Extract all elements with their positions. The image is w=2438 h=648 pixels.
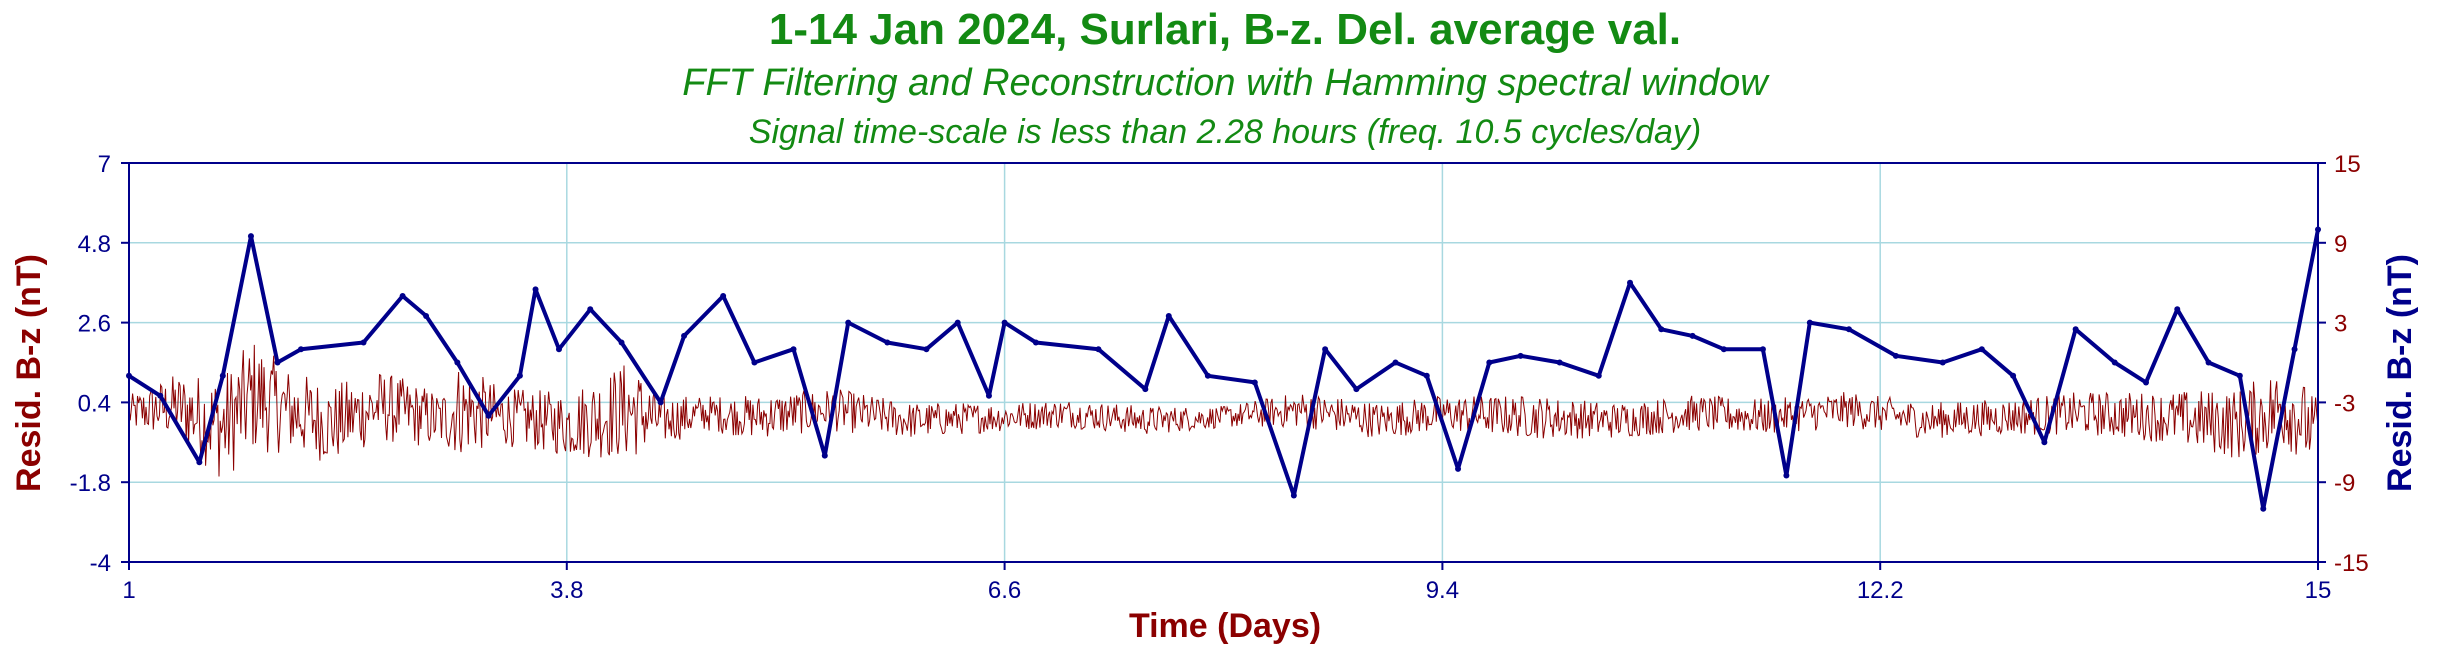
plot-frame [128, 162, 2319, 563]
series-right-point [157, 392, 164, 399]
series-right-point [1322, 346, 1329, 353]
x-tick-label: 1 [122, 577, 135, 604]
x-tick-label: 15 [2305, 577, 2332, 604]
y-tick-label-left: 2.6 [78, 311, 111, 338]
series-right-point [751, 359, 758, 366]
series-right-point [1517, 352, 1524, 359]
series-right-point [297, 346, 304, 353]
series-right-point [1353, 386, 1360, 393]
series-right-point [2291, 346, 2298, 353]
series-right-point [1251, 379, 1258, 386]
series-right-point [1806, 319, 1813, 326]
series-right-point [884, 339, 891, 346]
series-right-point [587, 306, 594, 313]
series-right-point [720, 293, 727, 299]
x-axis-label: Time (Days) [1129, 607, 1321, 645]
y-axis-right-ticks: 15 9 3 -3 -9 -15 [2318, 151, 2369, 577]
series-right-point [1658, 326, 1665, 333]
series-right-point [1595, 372, 1602, 379]
series-right-point [247, 233, 254, 240]
series-right-point [532, 286, 539, 293]
series-right-point [1845, 326, 1852, 333]
series-right-point [1095, 346, 1102, 353]
series-right-line [127, 229, 2320, 511]
series-right-point [923, 346, 930, 353]
series-right-point [2236, 372, 2243, 379]
chart-subtitle: FFT Filtering and Reconstruction with Ha… [682, 62, 1770, 104]
y-axis-left-label: Resid. B-z (nT) [10, 254, 48, 492]
series-right-point [2260, 505, 2267, 512]
series-right-point [2174, 306, 2181, 313]
series-right-point [1455, 465, 1462, 472]
series-right [126, 226, 2321, 512]
series-right-point [1423, 372, 1430, 379]
y-axis-right-label: Resid. B-z (nT) [2381, 254, 2419, 492]
y-tick-label-right: 15 [2334, 151, 2361, 178]
series-right-point [1032, 339, 1039, 346]
x-tick-label: 6.6 [988, 577, 1021, 604]
series-right-point [516, 372, 523, 379]
series-right-point [1939, 359, 1946, 366]
y-tick-label-left: 4.8 [78, 231, 111, 258]
series-right-point [2010, 372, 2017, 379]
series-right-point [2143, 379, 2150, 386]
series-right-point [790, 346, 797, 353]
series-right-point [1142, 386, 1149, 393]
series-right-point [454, 359, 461, 366]
series-right-point [1556, 359, 1563, 366]
series-right-point [681, 332, 688, 339]
series-right-point [1978, 346, 1985, 353]
series-right-point [1892, 352, 1899, 359]
chart-title: 1-14 Jan 2024, Surlari, B-z. Del. averag… [769, 5, 1681, 54]
series-right-point [1165, 312, 1172, 319]
series-right-point [985, 392, 992, 399]
series-right-point [821, 452, 828, 459]
y-tick-label-right: -15 [2334, 550, 2369, 577]
series-right-point [1627, 279, 1634, 286]
y-tick-label-left: -1.8 [70, 470, 111, 497]
series-right-point [954, 319, 961, 326]
y-tick-label-left: 0.4 [78, 390, 111, 417]
x-tick-label: 12.2 [1857, 577, 1904, 604]
x-tick-label: 3.8 [550, 577, 583, 604]
y-tick-label-right: 3 [2334, 311, 2347, 338]
y-tick-label-right: 9 [2334, 231, 2347, 258]
series-right-point [555, 346, 562, 353]
y-tick-label-left: -4 [90, 550, 111, 577]
y-tick-label-right: -3 [2334, 390, 2355, 417]
y-tick-label-left: 7 [98, 151, 111, 178]
series-left [128, 344, 2319, 477]
series-right-point [1001, 319, 1008, 326]
chart-subtitle-2: Signal time-scale is less than 2.28 hour… [749, 113, 1701, 151]
series-right-point [1720, 346, 1727, 353]
series-right-point [1783, 472, 1790, 479]
series-right-point [1759, 346, 1766, 353]
series-right-point [1689, 332, 1696, 339]
y-axis-left-ticks: 7 4.8 2.6 0.4 -1.8 -4 [70, 151, 129, 577]
series-right-point [360, 339, 367, 346]
series-right-point [618, 339, 625, 346]
series-right-point [1290, 492, 1297, 499]
series-right-point [399, 293, 406, 299]
series-right-point [2205, 359, 2212, 366]
series-right-point [196, 459, 203, 466]
series-right-point [219, 372, 226, 379]
grid-lines [129, 163, 2318, 562]
series-right-point [2041, 439, 2048, 446]
series-right-point [657, 399, 664, 406]
series-right-point [1486, 359, 1493, 366]
series-right-point [1392, 359, 1399, 366]
series-right-point [845, 319, 852, 326]
series-left-line [128, 344, 2319, 477]
x-tick-label: 9.4 [1426, 577, 1459, 604]
y-tick-label-right: -9 [2334, 470, 2355, 497]
series-right-point [2111, 359, 2118, 366]
series-right-point [1204, 372, 1211, 379]
series-right-point [2072, 326, 2079, 333]
series-right-point [274, 359, 281, 366]
x-axis-ticks: 1 3.8 6.6 9.4 12.2 15 [122, 562, 2331, 604]
series-right-point [485, 412, 492, 419]
series-right-point [423, 312, 430, 319]
